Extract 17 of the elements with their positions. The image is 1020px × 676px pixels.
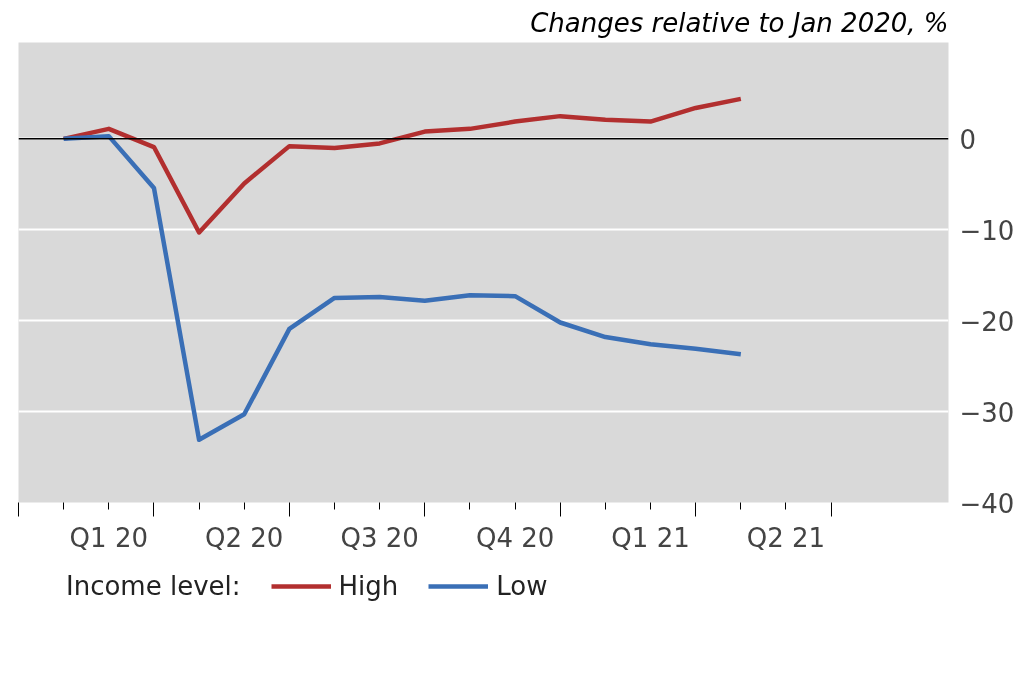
- x-tick-label: Q2 20: [205, 522, 284, 553]
- x-tick-label: Q4 20: [475, 522, 555, 553]
- legend-label: Low: [496, 571, 548, 601]
- y-tick-label: 0: [959, 124, 977, 155]
- line-series: [61, 96, 744, 235]
- x-tick-label: Q2 21: [746, 522, 826, 553]
- line-series: [61, 133, 744, 443]
- x-tick-label: Q1 20: [69, 522, 148, 553]
- y-tick-label: −10: [959, 215, 1015, 246]
- y-tick-label: −20: [959, 306, 1015, 337]
- y-tick-label: −30: [959, 397, 1015, 428]
- y-axis-title: Changes relative to Jan 2020, %: [530, 7, 949, 38]
- legend-label: High: [338, 571, 399, 601]
- x-tick-label: Q1 21: [611, 522, 690, 553]
- legend-title: Income level:: [66, 571, 241, 601]
- x-tick-label: Q3 20: [340, 522, 419, 553]
- y-tick-label: −40: [959, 488, 1015, 519]
